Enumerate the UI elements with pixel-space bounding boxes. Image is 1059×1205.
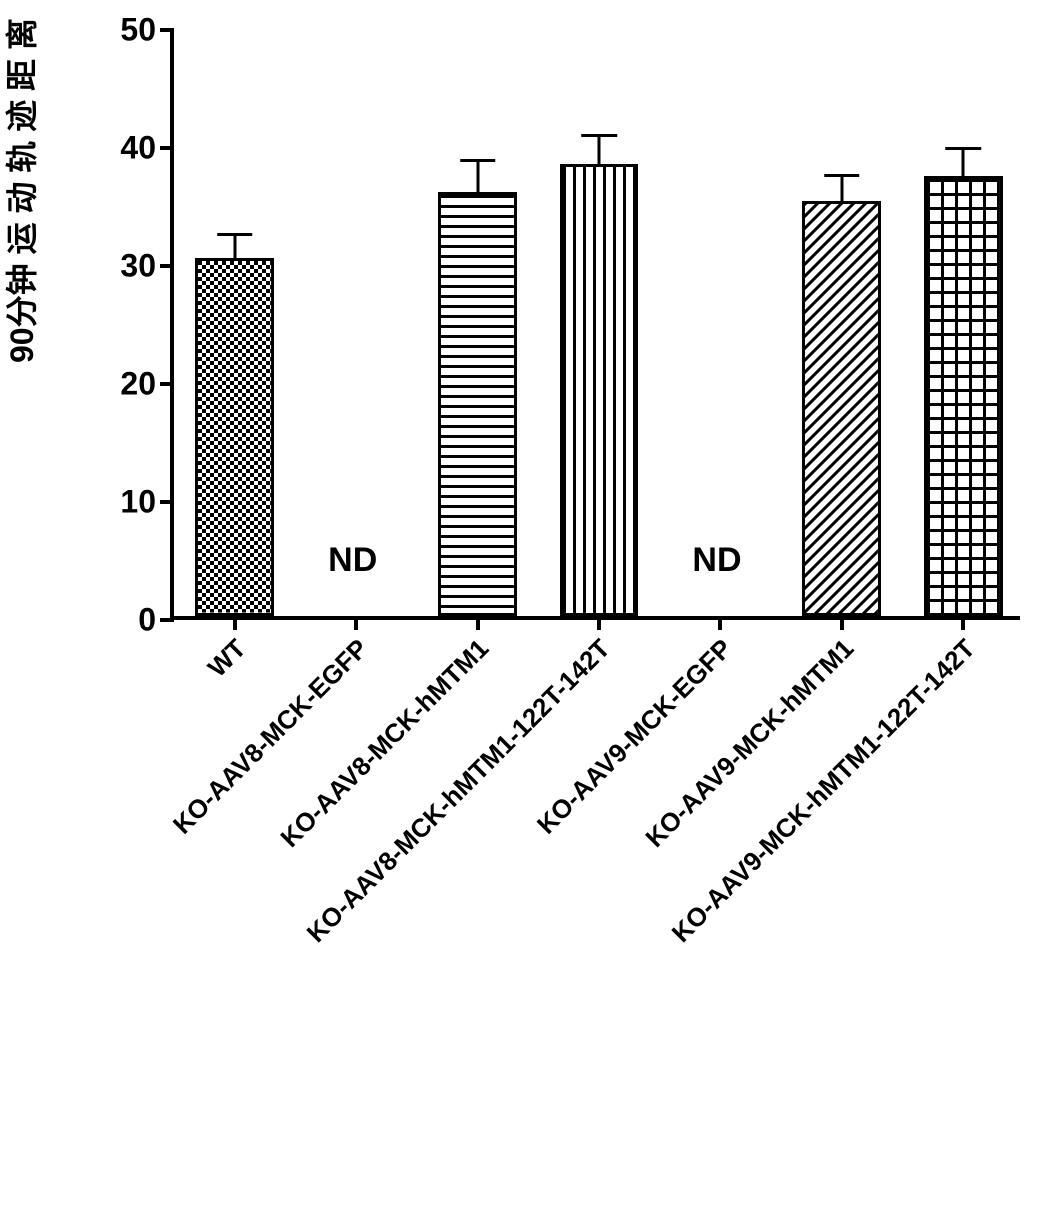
y-tick-label: 50 [120,12,156,49]
bar [924,176,1003,616]
x-axis-label: KO-AAV8-MCK-hMTM1 [275,633,496,854]
y-tick [160,28,174,32]
y-tick-label: 20 [120,366,156,403]
error-bar [598,136,601,164]
x-axis-label: KO-AAV9-MCK-hMTM1 [639,633,860,854]
nd-label: ND [328,541,377,580]
nd-label: ND [692,541,741,580]
y-tick-label: 0 [138,602,156,639]
error-bar [840,176,843,201]
y-tick-label: 40 [120,130,156,167]
bar [195,258,274,616]
bar [560,164,639,616]
error-cap [824,174,860,177]
y-tick [160,146,174,150]
error-cap [217,233,253,236]
error-cap [460,159,496,162]
x-axis-label: WT [202,633,253,684]
y-tick-label: 10 [120,484,156,521]
error-bar [962,149,965,176]
error-cap [946,147,982,150]
bar [802,201,881,616]
y-axis-label: 90分钟 运 动 轨 迹 距 离（米） [0,0,43,363]
y-tick [160,264,174,268]
error-bar [476,161,479,193]
x-axis-label: KO-AAV8-MCK-EGFP [167,633,374,840]
error-cap [581,134,617,137]
y-tick [160,500,174,504]
x-labels-container: WTKO-AAV8-MCK-EGFPKO-AAV8-MCK-hMTM1 KO-AA… [170,615,1020,1175]
plot-area: 01020304050NDND [170,30,1020,620]
y-tick-label: 30 [120,248,156,285]
error-bar [233,235,236,259]
chart-container: 01020304050NDND [100,20,1030,680]
bar [438,192,517,616]
y-tick [160,382,174,386]
